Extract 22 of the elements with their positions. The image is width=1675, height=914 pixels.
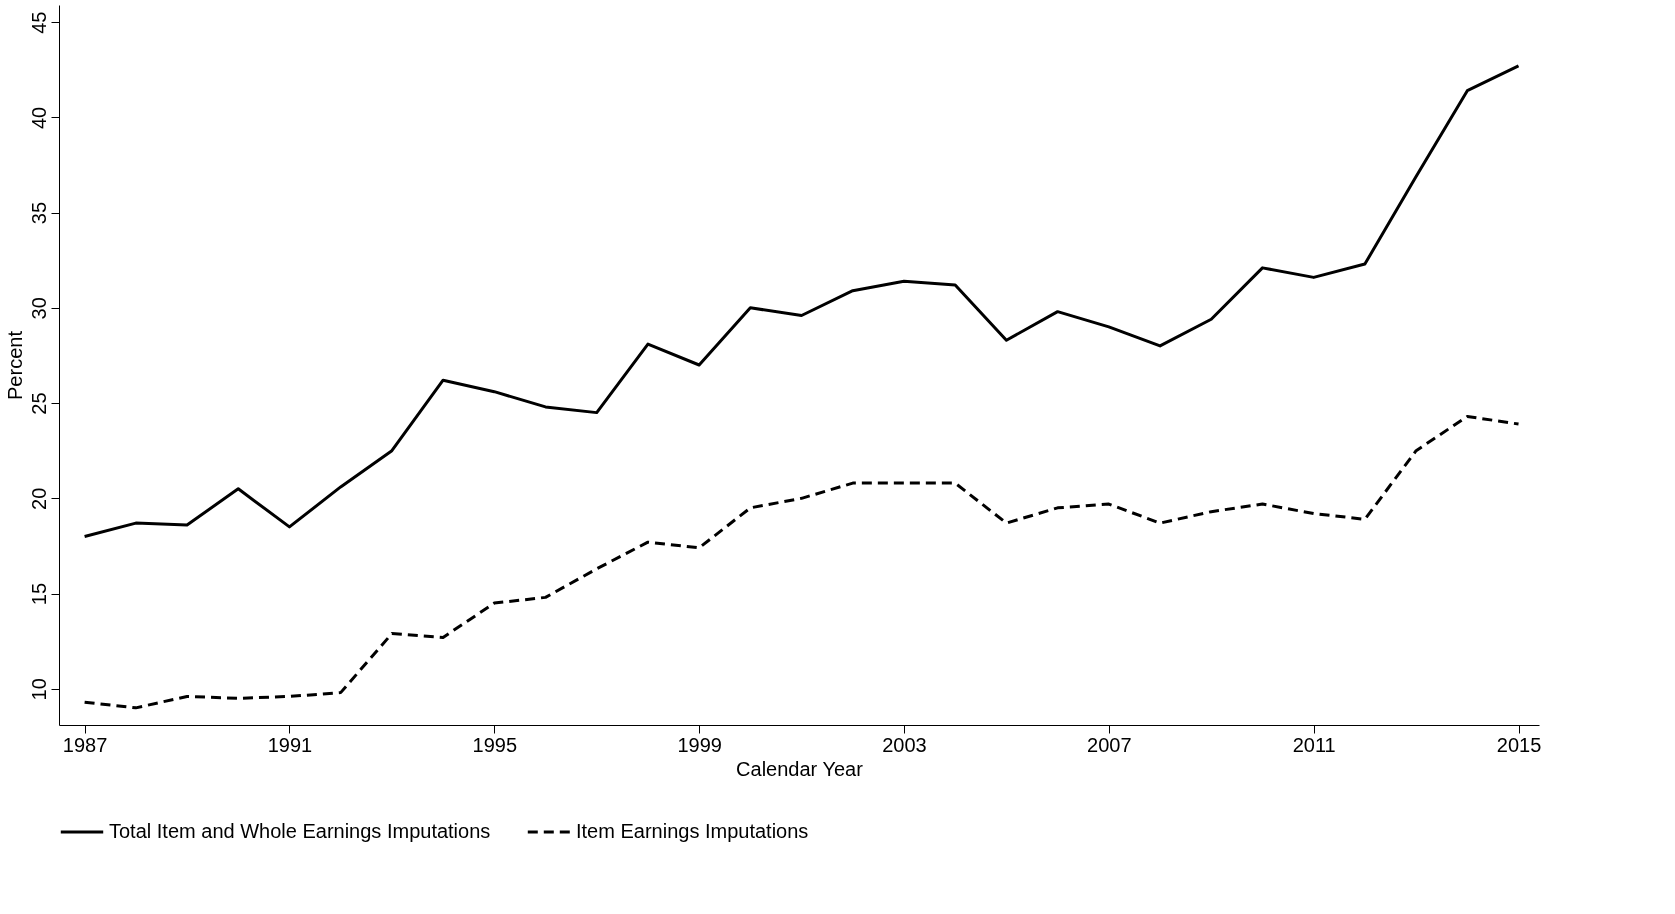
line-series (83, 414, 1521, 710)
y-tick-label: 15 (27, 582, 50, 606)
x-tick-label: 1995 (472, 733, 518, 756)
x-tick-label: 1991 (267, 733, 313, 756)
legend-label: Total Item and Whole Earnings Imputations (109, 820, 491, 842)
x-tick-label: 2007 (1087, 733, 1132, 756)
x-tick-label: 2015 (1496, 733, 1542, 756)
y-tick-label: 25 (27, 392, 50, 415)
x-tick-label: 1987 (62, 733, 108, 756)
y-tick-label: 40 (27, 106, 50, 130)
y-tick-label: 10 (27, 678, 50, 701)
x-tick-label: 1999 (677, 733, 722, 756)
x-axis-title: Calendar Year (736, 757, 864, 780)
x-tick-label: 2003 (882, 733, 927, 756)
y-tick-label: 35 (27, 201, 50, 225)
y-tick-label: 45 (27, 11, 50, 34)
y-axis-title: Percent (3, 330, 26, 400)
y-tick-label: 20 (27, 487, 50, 510)
y-tick-label: 30 (27, 297, 50, 320)
legend-label: Item Earnings Imputations (576, 820, 809, 842)
line-series (83, 64, 1521, 538)
x-tick-label: 2011 (1292, 733, 1336, 756)
